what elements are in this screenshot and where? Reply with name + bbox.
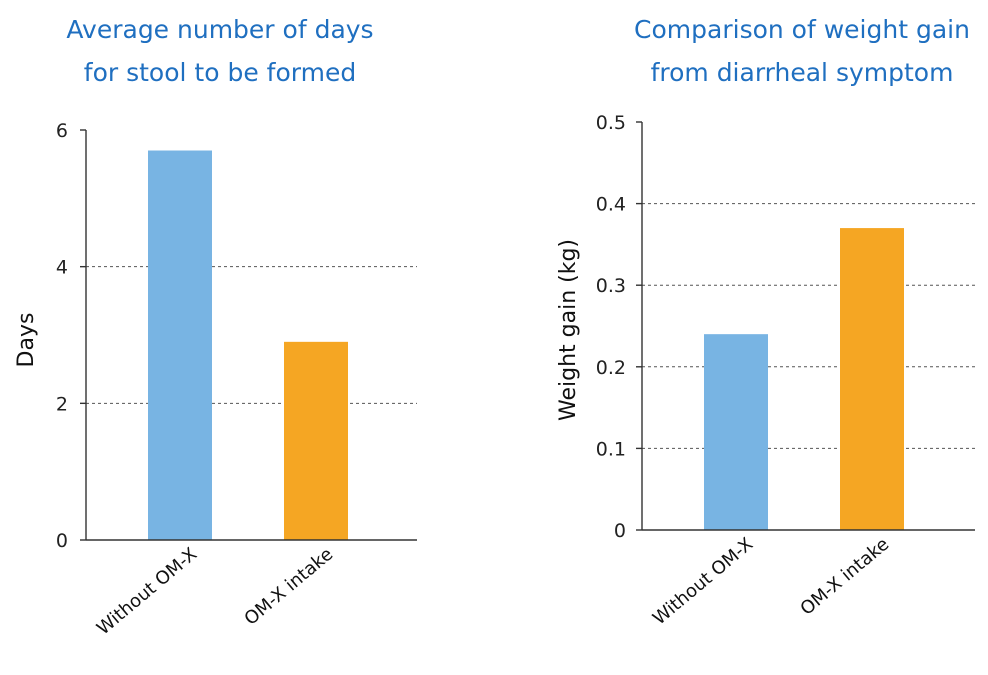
chart-days-stool: Average number of days for stool to be f…	[14, 15, 417, 639]
bars	[704, 228, 904, 530]
bar-without-om-x	[704, 334, 768, 530]
y-tick-label: 0.4	[596, 194, 626, 216]
y-tick-label: 0	[56, 530, 68, 552]
category-label: Without OM-X	[93, 544, 201, 640]
y-tick-label: 4	[56, 257, 68, 279]
chart-title-line-1: Average number of days	[66, 15, 373, 44]
axes	[636, 121, 975, 531]
grid-lines	[642, 203, 975, 449]
y-tick-label: 0.3	[596, 275, 626, 297]
bars	[148, 150, 348, 540]
y-tick-label: 0	[614, 520, 626, 542]
y-tick-labels: 0 2 4 6	[56, 120, 68, 552]
y-tick-label: 2	[56, 393, 68, 415]
y-axis-label: Days	[14, 313, 39, 368]
category-label: Without OM-X	[649, 534, 757, 630]
chart-title-line-2: from diarrheal symptom	[651, 58, 954, 87]
y-tick-label: 0.5	[596, 112, 626, 134]
y-tick-label: 0.1	[596, 438, 626, 460]
axes	[80, 129, 417, 541]
y-axis-label: Weight gain (kg)	[556, 239, 581, 421]
bar-om-x-intake	[284, 341, 348, 540]
y-tick-label: 0.2	[596, 357, 626, 379]
category-label: OM-X intake	[796, 534, 893, 620]
chart-weight-gain: Comparison of weight gain from diarrheal…	[556, 15, 975, 629]
grid-lines	[86, 266, 417, 404]
y-tick-label: 6	[56, 120, 68, 142]
category-label: OM-X intake	[240, 544, 337, 630]
category-labels: Without OM-X OM-X intake	[649, 534, 893, 630]
bar-without-om-x	[148, 150, 212, 540]
y-tick-labels: 0 0.1 0.2 0.3 0.4 0.5	[596, 112, 626, 542]
bar-om-x-intake	[840, 228, 904, 530]
chart-title-line-2: for stool to be formed	[84, 58, 356, 87]
chart-title-line-1: Comparison of weight gain	[634, 15, 970, 44]
category-labels: Without OM-X OM-X intake	[93, 544, 337, 640]
